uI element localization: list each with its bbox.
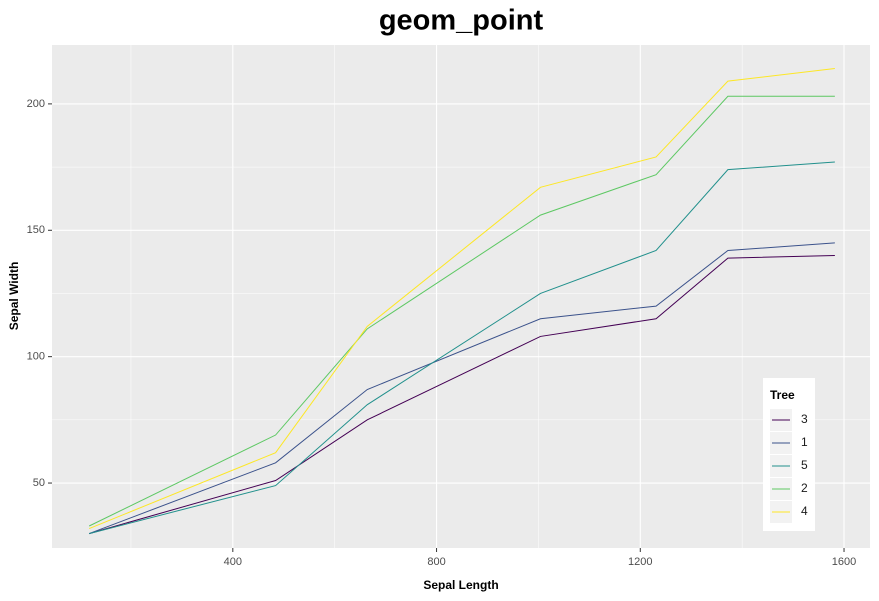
y-axis-label: Sepal Width [7, 262, 21, 331]
x-tick-label: 1600 [832, 556, 856, 568]
series-line [89, 161, 835, 535]
legend-title: Tree [770, 388, 795, 402]
x-tick-label: 800 [427, 556, 445, 568]
x-axis-label: Sepal Length [423, 578, 498, 592]
legend-label: 1 [801, 435, 808, 449]
series-line [88, 68, 835, 530]
x-tick-label: 1200 [628, 556, 652, 568]
plot-panel [52, 45, 870, 548]
legend-label: 2 [801, 481, 808, 495]
series-line [89, 242, 835, 535]
y-tick-label: 50 [33, 477, 45, 489]
x-tick-label: 400 [224, 556, 242, 568]
y-tick-label: 100 [27, 351, 45, 363]
legend-label: 4 [801, 504, 808, 518]
series-line [88, 95, 835, 527]
legend-label: 3 [801, 412, 808, 426]
chart-title: geom_point [379, 5, 544, 37]
legend-label: 5 [801, 458, 808, 472]
series-line [89, 255, 835, 535]
y-tick-label: 200 [27, 98, 45, 110]
y-tick-label: 150 [27, 224, 45, 236]
